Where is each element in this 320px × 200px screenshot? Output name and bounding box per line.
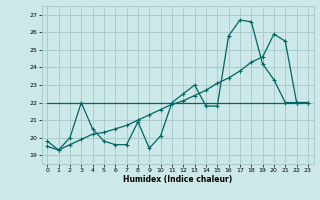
X-axis label: Humidex (Indice chaleur): Humidex (Indice chaleur) bbox=[123, 175, 232, 184]
